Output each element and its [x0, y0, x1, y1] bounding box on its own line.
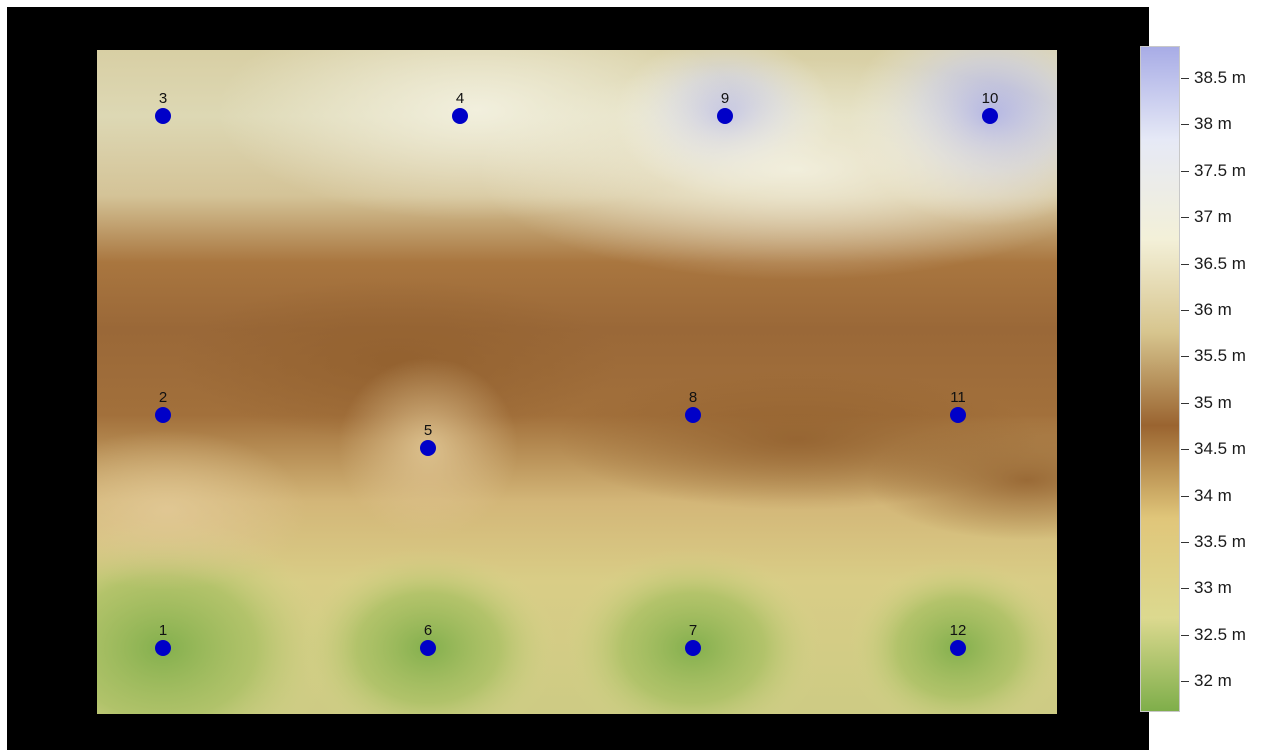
- well-11[interactable]: 11: [950, 389, 966, 423]
- well-8[interactable]: 8: [685, 389, 701, 423]
- tick-label: 34.5 m: [1194, 439, 1246, 459]
- tick-label: 36.5 m: [1194, 253, 1246, 273]
- surface-shade: [848, 558, 1057, 714]
- tick-label: 36 m: [1194, 300, 1232, 319]
- color-scale-ticks: 38.5 m 38 m 37.5 m 37 m 36.5 m 36 m 35.5 m 35 m…: [1181, 46, 1281, 712]
- well-marker[interactable]: [950, 407, 966, 423]
- well-label: 12: [950, 622, 967, 639]
- well-label: 1: [159, 622, 167, 639]
- tick-mark: [1181, 78, 1189, 79]
- well-label: 9: [721, 90, 729, 107]
- tick-label: 32 m: [1194, 671, 1232, 691]
- well-marker[interactable]: [155, 108, 171, 124]
- well-1[interactable]: 1: [155, 622, 171, 656]
- well-9[interactable]: 9: [717, 90, 733, 124]
- well-marker[interactable]: [155, 640, 171, 656]
- well-label: 11: [950, 389, 966, 406]
- tick-label: 35 m: [1194, 392, 1232, 412]
- well-label: 7: [689, 622, 697, 639]
- well-10[interactable]: 10: [982, 90, 999, 124]
- well-marker[interactable]: [452, 108, 468, 124]
- well-marker[interactable]: [155, 407, 171, 423]
- tick-label: 38.5 m: [1194, 68, 1246, 87]
- tick-label: 33.5 m: [1194, 532, 1246, 551]
- tick-label: 33 m: [1194, 578, 1232, 598]
- well-marker[interactable]: [420, 440, 436, 456]
- tick-mark: [1181, 588, 1189, 590]
- well-5[interactable]: 5: [420, 422, 436, 456]
- tick-label: 37 m: [1194, 207, 1232, 227]
- well-label: 3: [159, 90, 167, 107]
- surface-shade: [97, 430, 307, 590]
- tick-label: 32.5 m: [1194, 624, 1246, 644]
- tick-mark: [1181, 449, 1189, 451]
- well-label: 6: [424, 622, 432, 639]
- well-2[interactable]: 2: [155, 389, 171, 423]
- well-marker[interactable]: [420, 640, 436, 656]
- tick-mark: [1181, 263, 1189, 265]
- surface-shade: [177, 280, 617, 440]
- tick-mark: [1181, 495, 1189, 497]
- tick-mark: [1181, 542, 1189, 543]
- well-label: 2: [159, 389, 167, 406]
- tick-mark: [1181, 170, 1189, 172]
- tick-mark: [1181, 356, 1189, 358]
- elevation-color-scale: [1140, 46, 1180, 712]
- interpolated-surface-map[interactable]: 1 2 3 4 5 6 7 8 9 10 11 12: [97, 50, 1057, 714]
- tick-mark: [1181, 634, 1189, 636]
- tick-mark: [1181, 681, 1189, 683]
- well-label: 8: [689, 389, 697, 406]
- tick-label: 38 m: [1194, 114, 1232, 134]
- well-marker[interactable]: [982, 108, 998, 124]
- well-7[interactable]: 7: [685, 622, 701, 656]
- well-marker[interactable]: [950, 640, 966, 656]
- tick-mark: [1181, 124, 1189, 126]
- tick-mark: [1181, 402, 1189, 404]
- well-marker[interactable]: [717, 108, 733, 124]
- surface-shade: [477, 60, 1057, 280]
- well-label: 5: [424, 422, 432, 439]
- tick-label: 37.5 m: [1194, 160, 1246, 180]
- surface-shade: [298, 548, 558, 714]
- tick-label: 34 m: [1194, 485, 1232, 505]
- well-3[interactable]: 3: [155, 90, 171, 124]
- surface-shade: [867, 420, 1057, 540]
- well-marker[interactable]: [685, 640, 701, 656]
- well-label: 10: [982, 90, 999, 107]
- tick-mark: [1181, 310, 1189, 311]
- tick-label: 35.5 m: [1194, 346, 1246, 366]
- well-label: 4: [456, 90, 464, 107]
- well-4[interactable]: 4: [452, 90, 468, 124]
- well-marker[interactable]: [685, 407, 701, 423]
- well-6[interactable]: 6: [420, 622, 436, 656]
- tick-mark: [1181, 217, 1189, 219]
- surface-shade: [563, 548, 823, 714]
- well-12[interactable]: 12: [950, 622, 967, 656]
